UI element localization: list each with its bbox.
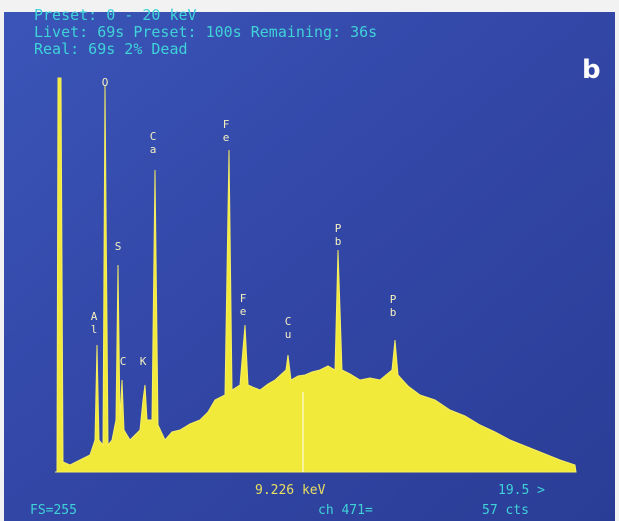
peak-label: Pb xyxy=(387,293,400,319)
peak-label: Al xyxy=(88,310,101,336)
header-line: Preset: 0 - 20 keV xyxy=(34,6,197,24)
range: 19.5 > xyxy=(498,483,545,498)
counts: 57 cts xyxy=(482,503,529,518)
page: {"header": {"lines": ["Preset: 0 - 20 ke… xyxy=(0,0,619,521)
peak-label: Pb xyxy=(332,222,345,248)
channel: ch 471= xyxy=(318,503,373,518)
peak-label: Cu xyxy=(282,315,295,341)
peak-label: K xyxy=(137,355,150,368)
peak-label: S xyxy=(112,240,125,253)
screen-photo: Preset: 0 - 20 keVLivet: 69s Preset: 100… xyxy=(0,0,619,521)
peak-label: C xyxy=(117,355,130,368)
header-line: Real: 69s 2% Dead xyxy=(34,40,188,58)
full-scale: FS=255 xyxy=(30,503,77,518)
peak-label: O xyxy=(99,76,112,89)
peak-label: Fe xyxy=(220,118,233,144)
peak-label: Fe xyxy=(237,292,250,318)
cursor-energy: 9.226 keV xyxy=(255,483,326,498)
peak-label: Ca xyxy=(147,130,160,156)
header-line: Livet: 69s Preset: 100s Remaining: 36s xyxy=(34,23,377,41)
panel-label: b xyxy=(582,55,601,85)
